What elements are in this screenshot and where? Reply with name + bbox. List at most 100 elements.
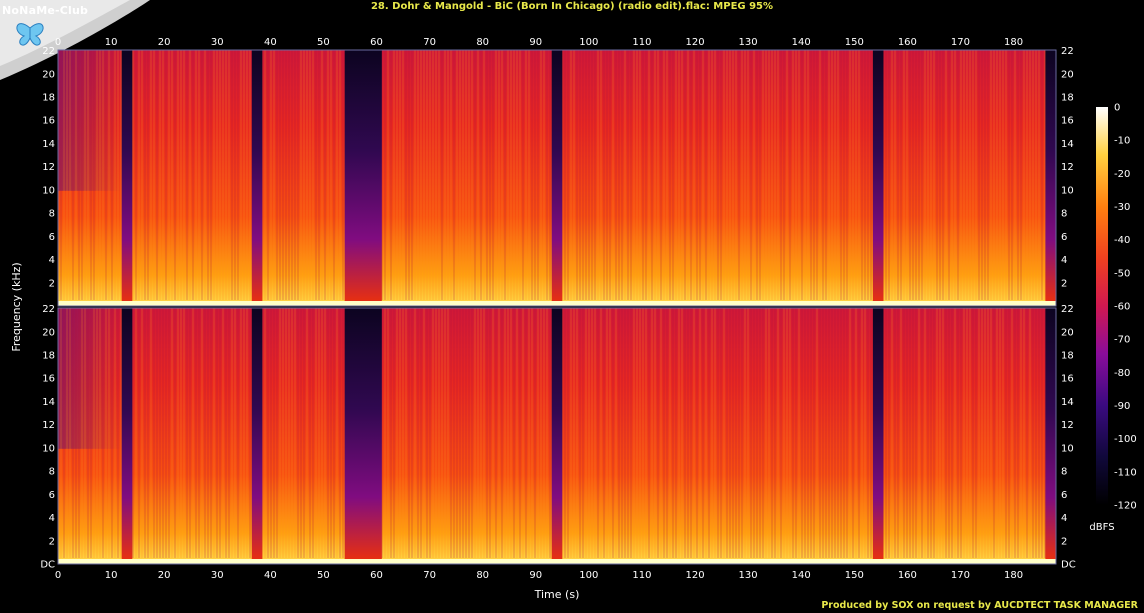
x-tick-label-top: 70	[423, 37, 436, 48]
y-tick-label-right: 22	[1061, 304, 1074, 315]
channel-2-spectrogram	[57, 307, 1057, 565]
colorbar-tick-label: -50	[1114, 268, 1130, 279]
y-tick-label-right: DC	[1061, 560, 1076, 571]
y-tick-label-right: 14	[1061, 397, 1074, 408]
x-tick-label: 50	[317, 570, 330, 581]
x-axis-label: Time (s)	[534, 588, 580, 601]
x-tick-label-top: 0	[55, 37, 61, 48]
y-tick-label: 2	[49, 278, 55, 289]
x-tick-label: 70	[423, 570, 436, 581]
y-tick-label-right: 18	[1061, 351, 1074, 362]
x-tick-label: 20	[158, 570, 171, 581]
y-tick-label: 12	[42, 420, 55, 431]
y-tick-label-right: 6	[1061, 490, 1067, 501]
y-tick-label-right: 4	[1061, 255, 1067, 266]
chart-title: 28. Dohr & Mangold - BiC (Born In Chicag…	[370, 1, 774, 12]
y-tick-label-right: 4	[1061, 513, 1067, 524]
x-tick-label-top: 160	[898, 37, 917, 48]
y-tick-label: 4	[49, 513, 55, 524]
x-tick-label-top: 120	[685, 37, 704, 48]
colorbar-tick-label: -10	[1114, 136, 1130, 147]
logo	[0, 0, 150, 80]
colorbar-tick-label: -30	[1114, 202, 1130, 213]
panel-frame	[57, 307, 1057, 565]
spectrogram-fade	[58, 308, 122, 449]
y-tick-label: 4	[49, 255, 55, 266]
x-tick-label: 30	[211, 570, 224, 581]
y-tick-label-right: 20	[1061, 69, 1074, 80]
low-frequency-band	[58, 559, 1056, 564]
y-tick-label: 14	[42, 397, 55, 408]
y-tick-label-right: 2	[1061, 278, 1067, 289]
y-tick-label: 14	[42, 139, 55, 150]
spectrogram-fade	[58, 50, 122, 191]
x-tick-label-top: 180	[1004, 37, 1023, 48]
y-tick-label-right: 2	[1061, 536, 1067, 547]
quiet-segment-5	[1045, 50, 1056, 302]
x-tick-label-top: 110	[632, 37, 651, 48]
x-tick-label: 140	[792, 570, 811, 581]
y-tick-label: 18	[42, 351, 55, 362]
x-tick-label: 80	[476, 570, 489, 581]
x-tick-label-top: 140	[792, 37, 811, 48]
y-tick-label-right: 6	[1061, 232, 1067, 243]
quiet-segment-3	[551, 308, 563, 560]
y-tick-label-right: 12	[1061, 162, 1074, 173]
y-tick-label-right: 8	[1061, 467, 1067, 478]
colorbar-tick-label: -20	[1114, 169, 1130, 180]
butterfly-icon	[16, 23, 44, 46]
quiet-segment-4	[872, 308, 884, 560]
y-tick-label-right: 10	[1061, 185, 1074, 196]
colorbar-tick-label: -80	[1114, 368, 1130, 379]
y-tick-label: 8	[49, 209, 55, 220]
y-axis-label: Frequency (kHz)	[10, 262, 23, 351]
low-frequency-band	[58, 301, 1056, 306]
colorbar-tick-label: 0	[1114, 103, 1120, 114]
logo-text: NoNaMe-Club	[2, 4, 89, 17]
x-tick-label: 10	[105, 570, 118, 581]
colorbar-tick-label: -70	[1114, 335, 1130, 346]
y-tick-label: 6	[49, 490, 55, 501]
colorbar-tick-label: -90	[1114, 401, 1130, 412]
x-tick-label-top: 130	[739, 37, 758, 48]
x-tick-label-top: 170	[951, 37, 970, 48]
colorbar	[1096, 107, 1108, 505]
x-tick-label: 90	[529, 570, 542, 581]
x-tick-label-top: 80	[476, 37, 489, 48]
y-tick-label-right: 18	[1061, 93, 1074, 104]
colorbar-tick-label: -60	[1114, 302, 1130, 313]
y-tick-label: 10	[42, 443, 55, 454]
colorbar-tick-label: -40	[1114, 235, 1130, 246]
colorbar-tick-label: -120	[1114, 501, 1137, 512]
quiet-segment-1	[251, 308, 263, 560]
x-tick-label: 40	[264, 570, 277, 581]
y-tick-label: 18	[42, 93, 55, 104]
x-tick-label-top: 40	[264, 37, 277, 48]
y-tick-label-right: 8	[1061, 209, 1067, 220]
y-tick-label: 20	[42, 327, 55, 338]
y-tick-label: 22	[42, 46, 55, 57]
x-tick-label: 150	[845, 570, 864, 581]
y-tick-label-right: 14	[1061, 139, 1074, 150]
y-tick-label: 12	[42, 162, 55, 173]
x-tick-label: 110	[632, 570, 651, 581]
y-tick-label: 16	[42, 116, 55, 127]
quiet-segment-2	[344, 50, 382, 302]
quiet-segment-0	[121, 308, 133, 560]
y-tick-label: 16	[42, 374, 55, 385]
quiet-segment-2	[344, 308, 382, 560]
x-tick-label: 120	[685, 570, 704, 581]
x-tick-label-top: 100	[579, 37, 598, 48]
y-tick-label: 6	[49, 232, 55, 243]
y-tick-label: 8	[49, 467, 55, 478]
y-tick-label: 10	[42, 185, 55, 196]
x-tick-label: 170	[951, 570, 970, 581]
x-tick-label: 100	[579, 570, 598, 581]
colorbar-tick-label: -110	[1114, 467, 1137, 478]
x-tick-label-top: 30	[211, 37, 224, 48]
quiet-segment-3	[551, 50, 563, 302]
y-tick-label-right: 20	[1061, 327, 1074, 338]
x-tick-label: 160	[898, 570, 917, 581]
x-tick-label: 180	[1004, 570, 1023, 581]
